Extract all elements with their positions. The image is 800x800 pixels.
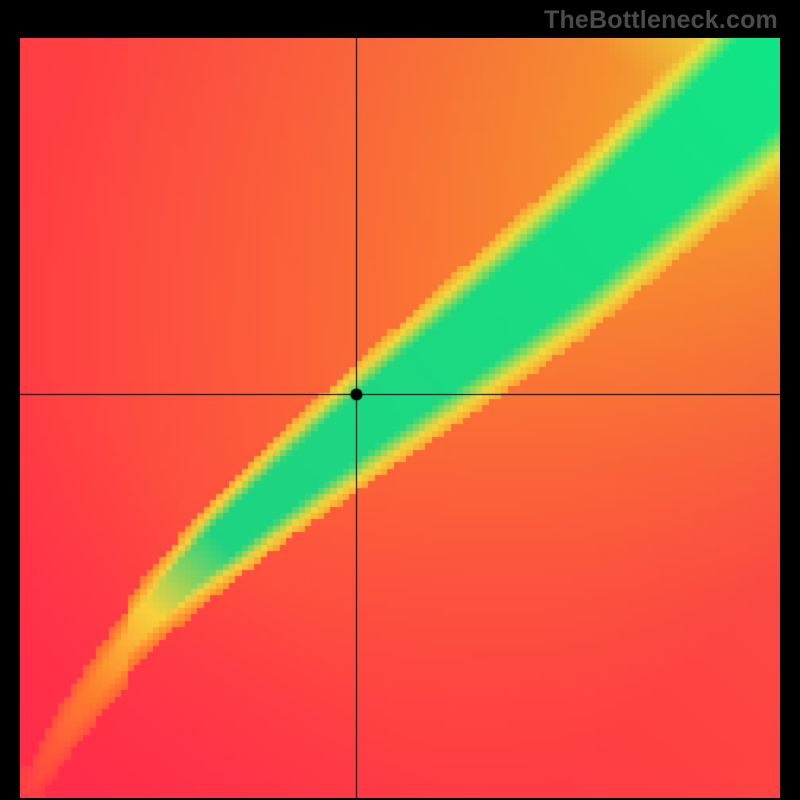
- bottleneck-heatmap: [20, 38, 780, 798]
- watermark-text: TheBottleneck.com: [544, 6, 778, 35]
- chart-container: TheBottleneck.com: [0, 0, 800, 800]
